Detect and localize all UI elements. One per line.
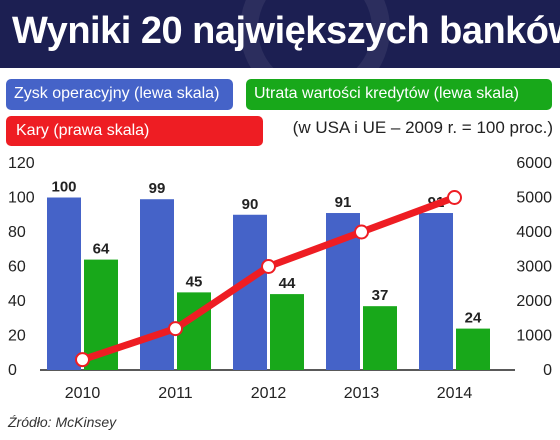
- bar-operating-profit: [47, 197, 81, 370]
- y-left-tick-label: 120: [8, 155, 35, 172]
- y-right-tick-label: 2000: [516, 293, 552, 310]
- bar-value-label: 90: [242, 196, 259, 213]
- y-left-tick-label: 60: [8, 259, 26, 276]
- bar-loan-impairment: [270, 294, 304, 370]
- y-right-tick-label: 1000: [516, 328, 552, 345]
- y-right-tick-label: 4000: [516, 224, 552, 241]
- bar-value-label: 100: [51, 179, 76, 196]
- bar-value-label: 64: [93, 241, 110, 258]
- bar-value-label: 99: [149, 180, 166, 197]
- line-fines-point: [354, 224, 369, 240]
- y-right-tick-label: 5000: [516, 190, 552, 207]
- line-fines-point: [447, 190, 462, 205]
- bar-value-label: 24: [465, 310, 482, 327]
- line-fines-point: [75, 352, 90, 368]
- y-right-tick-label: 0: [543, 362, 552, 379]
- line-fines-point: [168, 321, 183, 337]
- y-right-tick-label: 3000: [516, 259, 552, 276]
- line-fines-point: [261, 259, 276, 274]
- bar-loan-impairment: [363, 306, 397, 370]
- y-left-tick-label: 0: [8, 362, 17, 379]
- x-tick-label: 2010: [65, 385, 101, 402]
- y-left-tick-label: 100: [8, 190, 35, 207]
- bar-value-label: 45: [186, 273, 203, 290]
- chart: 0 20 40 60 80 100 120 0 1000 2000 3000 4000 5000 6000…: [8, 155, 552, 402]
- bar-operating-profit: [233, 214, 267, 370]
- x-tick-label: 2011: [158, 385, 193, 402]
- bar-loan-impairment: [456, 328, 490, 370]
- y-left-tick-label: 20: [8, 328, 26, 345]
- bar-value-label: 44: [279, 275, 296, 292]
- unit-note: (w USA i UE – 2009 r. = 100 proc.): [292, 118, 553, 137]
- bar-value-label: 37: [372, 287, 389, 304]
- bar-operating-profit: [140, 199, 174, 370]
- y-left-tick-label: 80: [8, 224, 26, 241]
- y-right-tick-label: 6000: [516, 155, 552, 172]
- header: Wyniki 20 największych banków: [0, 0, 560, 68]
- bar-operating-profit: [419, 213, 453, 370]
- line-fines: [79, 194, 458, 364]
- y-left-tick-label: 40: [8, 293, 26, 310]
- x-tick-label: 2012: [251, 385, 287, 402]
- source-note: Źródło: McKinsey: [8, 414, 117, 430]
- page-title: Wyniki 20 największych banków: [12, 10, 560, 52]
- watermark-logo: [240, 0, 390, 68]
- legend-operating-profit: Zysk operacyjny (lewa skala): [6, 79, 233, 110]
- legend-loan-impairment: Utrata wartości kredytów (lewa skala): [246, 79, 552, 110]
- x-tick-label: 2014: [437, 385, 473, 402]
- x-tick-label: 2013: [344, 385, 380, 402]
- bar-value-label: 91: [335, 194, 352, 211]
- legend-fines: Kary (prawa skala): [6, 116, 263, 146]
